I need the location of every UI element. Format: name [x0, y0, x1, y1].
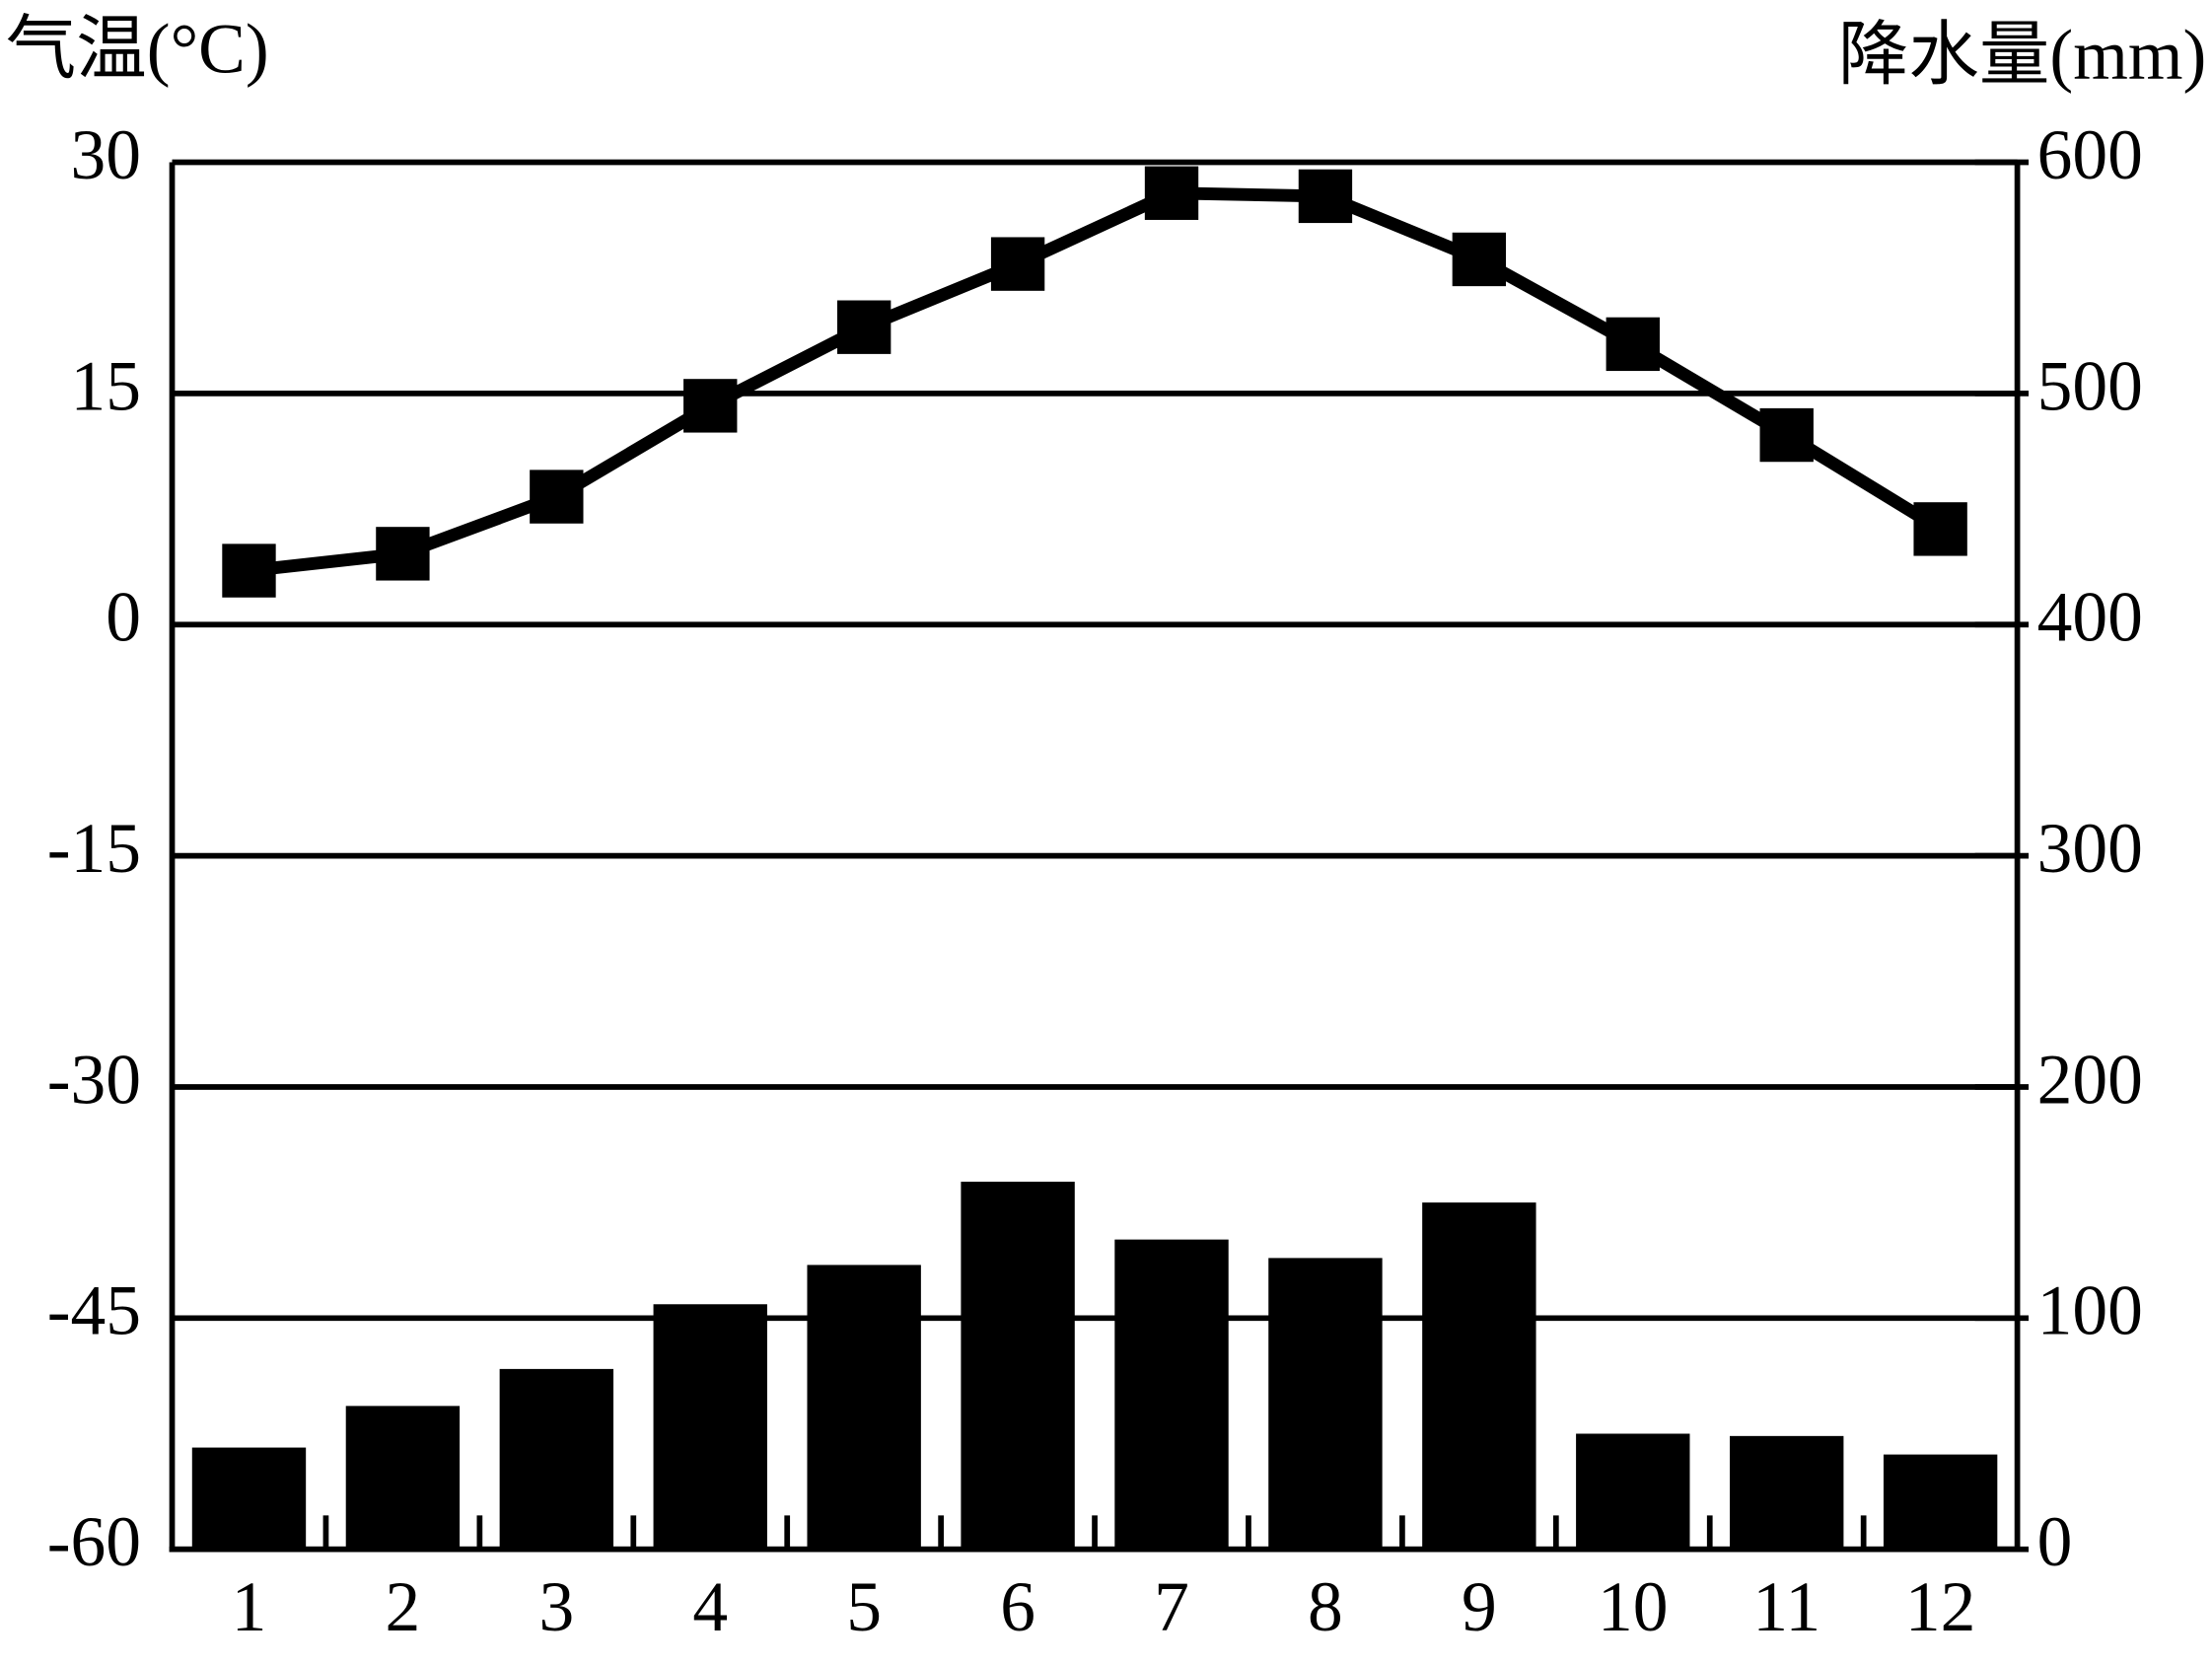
x-tick-label: 6: [1000, 1568, 1035, 1646]
x-tick-label: 7: [1154, 1568, 1189, 1646]
bar: [499, 1368, 614, 1550]
y2-tick-label: 500: [2037, 347, 2143, 425]
bar: [1576, 1433, 1690, 1550]
temperature-marker: [1759, 407, 1814, 463]
bar: [345, 1406, 461, 1550]
x-tick-label: 3: [538, 1568, 574, 1646]
y-tick-label: -45: [47, 1272, 141, 1350]
y2-tick-label: 0: [2037, 1503, 2073, 1581]
y-tick-label: 15: [71, 347, 142, 425]
y2-tick-label: 300: [2037, 810, 2143, 888]
temperature-line: [248, 186, 1944, 577]
temperature-marker: [1298, 169, 1353, 224]
x-tick-label: 5: [846, 1568, 882, 1646]
bar: [961, 1182, 1075, 1550]
y2-axis-label: 降水量(mm): [1838, 16, 2206, 94]
y-tick-label: 0: [106, 579, 141, 657]
temperature-marker: [1452, 232, 1507, 287]
y-tick-label: -60: [47, 1503, 141, 1581]
temperature-marker: [1913, 502, 1967, 556]
x-tick-label: 11: [1752, 1568, 1820, 1646]
bar: [1268, 1258, 1383, 1550]
y-tick-label: -15: [47, 810, 141, 888]
y-tick-label: 30: [71, 116, 142, 194]
bar: [807, 1265, 921, 1550]
x-tick-label: 2: [386, 1568, 421, 1646]
bar: [1422, 1202, 1536, 1550]
temperature-marker: [1144, 166, 1199, 220]
x-tick-label: 10: [1598, 1568, 1669, 1646]
temperature-marker: [376, 527, 430, 581]
bar: [191, 1447, 307, 1550]
x-tick-label: 4: [692, 1568, 728, 1646]
y-axis-label: 气温(°C): [6, 11, 269, 89]
temperature-marker: [990, 237, 1045, 291]
x-tick-label: 9: [1462, 1568, 1497, 1646]
x-tick-label: 12: [1905, 1568, 1976, 1646]
x-tick-label: 1: [232, 1568, 267, 1646]
temperature-marker: [836, 300, 892, 354]
x-tick-label: 8: [1308, 1568, 1343, 1646]
temperature-marker: [530, 470, 584, 524]
bar: [653, 1304, 767, 1550]
bar: [1730, 1435, 1844, 1550]
temperature-marker: [1605, 317, 1660, 372]
bar: [1883, 1454, 1998, 1550]
temperature-marker: [222, 543, 276, 598]
bar: [1114, 1239, 1229, 1550]
y-tick-label: -30: [47, 1041, 141, 1119]
y2-tick-label: 100: [2037, 1272, 2143, 1350]
y2-tick-label: 600: [2037, 116, 2143, 194]
temperature-marker: [683, 379, 738, 433]
y2-tick-label: 200: [2037, 1041, 2143, 1119]
y2-tick-label: 400: [2037, 579, 2143, 657]
